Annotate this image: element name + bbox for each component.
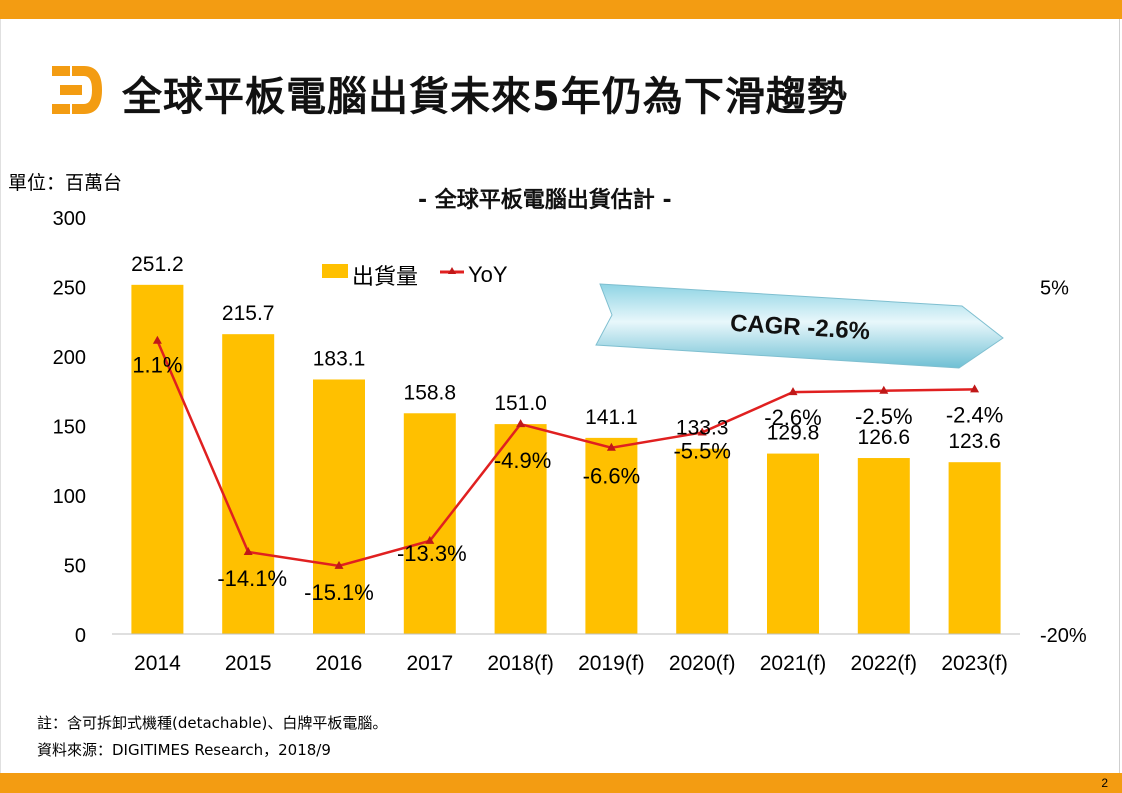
yoy-value-label: -5.5% [673,438,730,463]
slide-frame [0,19,1120,773]
yoy-point-2019(f) [606,442,616,451]
x-tick-label: 2019(f) [578,652,645,675]
y-left-tick-label: 200 [53,347,86,369]
y-right-tick-label: -20% [1040,625,1087,647]
yoy-point-2018(f) [516,419,526,428]
cagr-arrow-shape [595,283,1004,369]
bar-value-label: 215.7 [222,302,275,325]
y-left-tick-label: 0 [75,625,86,647]
bottom-accent-bar: 2 [0,773,1122,793]
bar-value-label: 129.8 [767,422,820,445]
bar-2017 [403,413,456,634]
yoy-point-2017 [425,535,435,544]
yoy-value-label: -2.5% [855,404,912,429]
bar-2019(f) [585,437,638,634]
bar-value-label: 151.0 [494,392,547,415]
bar-2020(f) [676,448,729,634]
legend-marker-yoy [448,267,456,274]
yoy-point-2016 [334,560,344,569]
bar-2021(f) [767,453,819,634]
yoy-point-2023(f) [970,384,980,393]
bar-2015 [222,334,275,634]
x-tick-label: 2016 [316,652,363,675]
x-tick-label: 2014 [134,652,181,675]
y-left-tick-label: 250 [53,278,86,300]
legend-label-yoy: YoY [468,262,508,287]
y-right-tick-label: 5% [1040,278,1069,300]
legend-label-shipment: 出貨量 [352,264,418,289]
bar-2018(f) [494,424,547,634]
yoy-point-2020(f) [697,427,707,436]
x-tick-label: 2020(f) [669,652,736,675]
yoy-value-label: -15.1% [304,580,374,605]
yoy-value-label: -6.6% [583,464,640,489]
bar-value-label: 126.6 [858,426,911,449]
bar-2016 [313,379,365,634]
page-number: 2 [1101,776,1108,790]
x-tick-label: 2017 [406,652,453,675]
yoy-value-label: -2.6% [764,405,821,430]
unit-label: 單位：百萬台 [8,172,123,194]
y-left-tick-label: 50 [64,556,86,578]
x-tick-label: 2023(f) [941,652,1008,675]
x-tick-label: 2018(f) [487,652,554,675]
cagr-callout: CAGR -2.6% [595,283,1004,369]
yoy-point-2015 [243,546,253,555]
digitimes-logo-icon [52,66,102,114]
bar-value-label: 123.6 [948,430,1001,453]
page-title: 全球平板電腦出貨未來5年仍為下滑趨勢 [122,74,848,120]
x-tick-label: 2022(f) [851,652,918,675]
y-left-tick-label: 100 [53,486,86,508]
yoy-point-2014 [152,335,162,344]
bar-2023(f) [948,462,1001,634]
yoy-value-label: -14.1% [217,566,287,591]
bar-2022(f) [857,458,910,634]
bar-value-label: 141.1 [585,406,638,429]
yoy-value-label: -13.3% [397,541,467,566]
yoy-value-label: -4.9% [494,448,551,473]
yoy-value-label: 1.1% [132,353,182,378]
bar-value-label: 158.8 [404,381,457,404]
x-tick-label: 2021(f) [760,652,827,675]
yoy-series-line [156,340,975,568]
yoy-value-label: -2.4% [946,402,1003,427]
bar-value-label: 133.3 [676,417,729,440]
chart-title: - 全球平板電腦出貨估計 - [418,188,672,213]
bar-value-label: 183.1 [313,347,366,370]
bar-value-label: 251.2 [131,253,184,276]
x-tick-label: 2015 [225,652,272,675]
y-left-tick-label: 150 [53,417,86,439]
y-left-tick-label: 300 [53,208,86,230]
top-accent-bar [0,0,1122,19]
yoy-point-2022(f) [879,385,889,394]
footnote-source: 資料來源：DIGITIMES Research，2018/9 [37,741,331,759]
yoy-point-2021(f) [788,387,798,396]
legend-swatch-shipment [322,264,348,278]
footnote-note: 註：含可拆卸式機種(detachable)、白牌平板電腦。 [37,714,388,732]
